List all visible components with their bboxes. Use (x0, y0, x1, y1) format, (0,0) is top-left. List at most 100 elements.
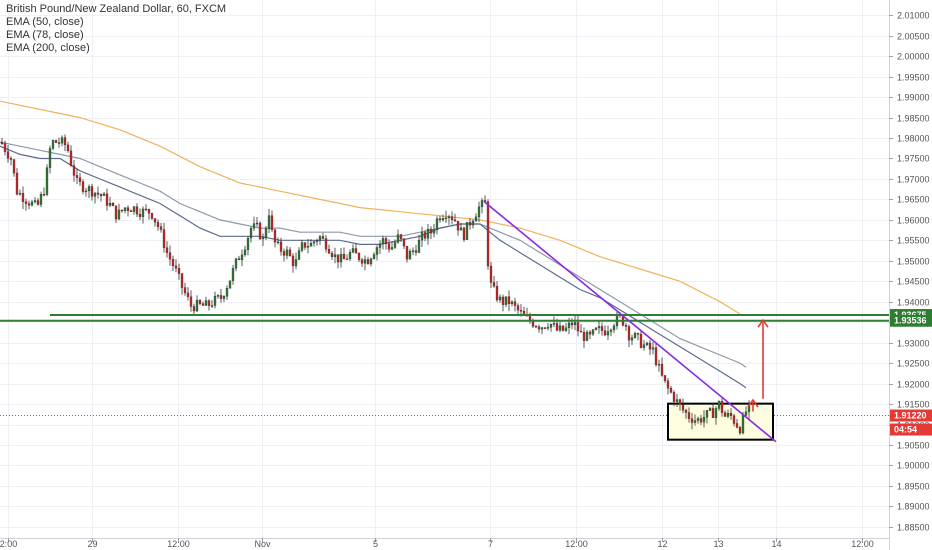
candle-body (573, 322, 577, 326)
candle-body (405, 245, 409, 260)
candle-body (630, 337, 634, 341)
price-tick-label: 1.99500 (897, 73, 930, 83)
candle-body (222, 296, 226, 299)
candle-body (57, 142, 61, 144)
candles (0, 134, 751, 436)
candle-body (603, 330, 607, 336)
candle-body (543, 327, 547, 329)
candle-body (375, 247, 379, 255)
price-tick-label: 1.97500 (897, 154, 930, 164)
candle-body (279, 241, 283, 252)
price-tick-label: 2.00000 (897, 52, 930, 62)
candle-body (186, 292, 190, 297)
candle-body (240, 254, 244, 261)
candle-body (117, 209, 121, 220)
candle-body (600, 326, 604, 331)
candle-body (612, 325, 616, 331)
candle-body (717, 400, 721, 409)
candle-body (330, 253, 334, 257)
countdown-text: 04:54 (894, 425, 917, 435)
candle-body (36, 200, 40, 205)
candle-body (63, 137, 67, 146)
candle-body (555, 323, 559, 331)
candle-body (114, 205, 118, 220)
ema-200-line (0, 100, 741, 315)
candle-body (546, 327, 550, 329)
time-axis[interactable]: 2:00 29 12:00 Nov 5 7 12:00 12 13 14 12:00 (0, 538, 874, 549)
candle-body (294, 259, 298, 267)
candle-body (126, 207, 130, 211)
consolidation-box[interactable] (667, 402, 774, 441)
candle-body (87, 186, 91, 192)
candle-body (171, 259, 175, 267)
candle-body (66, 144, 70, 152)
candle-body (168, 252, 172, 260)
chart-legend: British Pound/New Zealand Dollar, 60, FX… (6, 3, 226, 55)
candle-body (357, 252, 361, 260)
candle-body (75, 175, 79, 178)
candle-body (456, 220, 460, 231)
price-tick-label: 1.99000 (897, 93, 930, 103)
candle-body (738, 427, 742, 434)
candle-body (417, 239, 421, 253)
candle-body (333, 254, 337, 257)
candle-body (657, 364, 661, 366)
ema-50-legend[interactable]: EMA (50, close) (6, 16, 84, 28)
candle-body (300, 242, 304, 251)
price-tick-label: 1.97000 (897, 175, 930, 185)
candle-body (597, 326, 601, 329)
candle-body (90, 186, 94, 197)
candle-body (519, 310, 523, 312)
candle-body (195, 300, 199, 312)
candle-body (54, 140, 58, 143)
candle-body (69, 150, 73, 166)
candle-body (285, 249, 289, 256)
candle-body (486, 201, 490, 267)
candle-body (669, 387, 673, 393)
candle-body (111, 203, 115, 207)
price-tick-label: 1.91500 (897, 400, 930, 410)
candle-body (396, 234, 400, 243)
candle-body (465, 222, 469, 240)
candle-body (177, 268, 181, 274)
candle-body (561, 325, 565, 331)
candle-body (312, 241, 316, 244)
candle-body (687, 412, 691, 419)
price-tick-label: 1.95000 (897, 257, 930, 267)
candle-body (45, 167, 49, 195)
time-tick-label: 14 (771, 539, 781, 549)
level-badge-lower (890, 314, 932, 327)
candle-body (132, 206, 136, 212)
candle-body (489, 265, 493, 283)
candle-body (327, 248, 331, 254)
time-tick-label: 2:00 (0, 539, 17, 549)
candle-body (495, 285, 499, 301)
candle-body (48, 148, 52, 168)
candle-body (78, 177, 82, 182)
candle-body (381, 238, 385, 245)
candle-body (471, 221, 475, 226)
candle-body (588, 331, 592, 335)
candle-body (135, 206, 139, 215)
candle-body (303, 242, 307, 248)
candle-body (6, 151, 10, 159)
drawings-front (0, 200, 890, 443)
candle-body (729, 413, 733, 416)
ema-200-legend[interactable]: EMA (200, close) (6, 42, 90, 54)
candle-body (726, 413, 730, 417)
price-tick-label: 1.92000 (897, 380, 930, 390)
candle-body (552, 323, 556, 325)
ema-78-legend[interactable]: EMA (78, close) (6, 29, 84, 41)
downtrend-line[interactable] (483, 200, 777, 443)
candle-body (204, 300, 208, 306)
plot-background (0, 0, 889, 550)
candle-body (192, 306, 196, 312)
candle-body (354, 248, 358, 254)
candle-body (744, 411, 748, 416)
candle-body (498, 296, 502, 301)
candle-body (378, 243, 382, 248)
candle-body (198, 300, 202, 304)
candle-body (339, 253, 343, 263)
price-axis[interactable]: 2.01000 2.00500 2.00000 1.99500 1.99000 1.985… (889, 11, 930, 533)
